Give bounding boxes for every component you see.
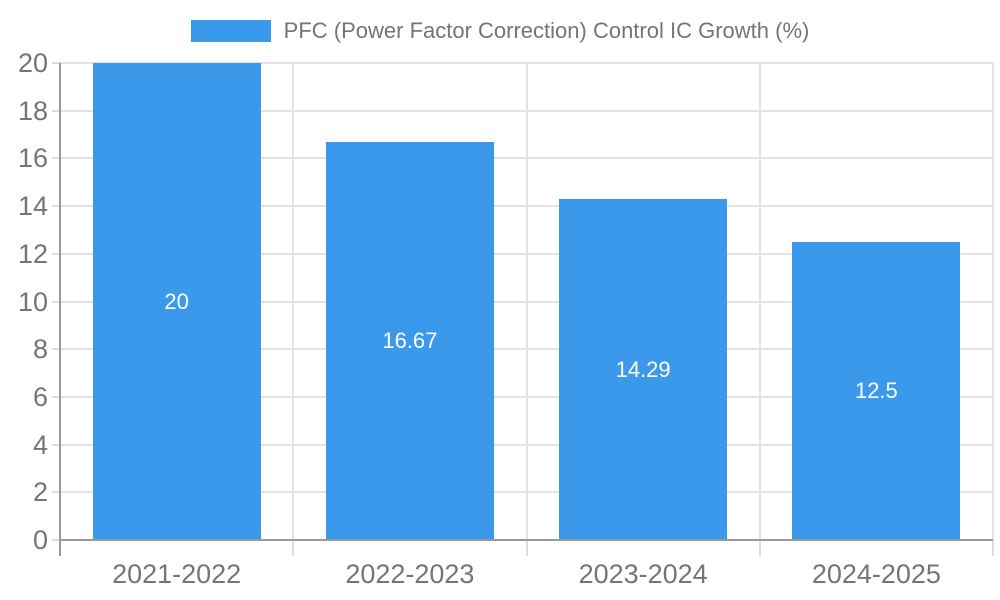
- bar-value-label: 12.5: [854, 377, 898, 403]
- x-tick-label: 2021-2022: [112, 559, 242, 589]
- y-axis-tick: [52, 300, 60, 303]
- y-tick-label: 18: [17, 95, 48, 126]
- x-tick-label: 2023-2024: [578, 559, 708, 589]
- bar-value-label: 14.29: [615, 356, 671, 382]
- y-tick-label: 20: [17, 48, 48, 78]
- bar-value-label: 16.67: [382, 328, 438, 354]
- y-tick-label: 0: [32, 525, 48, 555]
- x-axis-tick: [292, 540, 295, 556]
- x-gridline: [758, 63, 761, 540]
- y-axis-tick: [52, 395, 60, 398]
- y-axis-tick: [52, 443, 60, 446]
- bar-2022-2023: [325, 142, 494, 540]
- y-tick-label: 2: [32, 477, 48, 508]
- bar-2024-2025: [792, 241, 961, 540]
- y-axis-tick: [52, 252, 60, 255]
- y-axis-tick: [52, 62, 60, 64]
- y-axis-tick: [52, 348, 60, 351]
- x-axis-tick: [525, 540, 528, 556]
- y-axis-tick: [52, 539, 60, 541]
- x-tick-label: 2024-2025: [811, 559, 941, 589]
- y-tick-label: 6: [32, 381, 48, 412]
- y-axis-tick: [52, 157, 60, 160]
- chart-legend: PFC (Power Factor Correction) Control IC…: [0, 18, 1000, 44]
- x-gridline: [292, 63, 295, 540]
- bar-2023-2024: [559, 199, 728, 540]
- x-axis-line: [60, 539, 993, 541]
- y-tick-label: 4: [32, 429, 48, 460]
- legend-swatch-icon: [190, 20, 271, 42]
- y-axis-tick: [52, 109, 60, 112]
- x-axis-tick: [992, 540, 994, 556]
- x-tick-label: 2022-2023: [345, 559, 475, 589]
- y-tick-label: 14: [17, 191, 48, 222]
- y-axis-line: [59, 63, 61, 556]
- y-tick-label: 16: [17, 143, 48, 174]
- x-axis-tick: [758, 540, 761, 556]
- y-axis-tick: [52, 205, 60, 208]
- bar-value-label: 20: [164, 288, 189, 314]
- y-tick-label: 8: [32, 334, 48, 365]
- bar-2021-2022: [92, 63, 261, 540]
- legend-label: PFC (Power Factor Correction) Control IC…: [283, 18, 810, 43]
- y-tick-label: 12: [17, 238, 48, 269]
- x-gridline: [525, 63, 528, 540]
- y-axis-tick: [52, 491, 60, 494]
- x-gridline: [992, 63, 994, 540]
- y-tick-label: 10: [17, 286, 48, 317]
